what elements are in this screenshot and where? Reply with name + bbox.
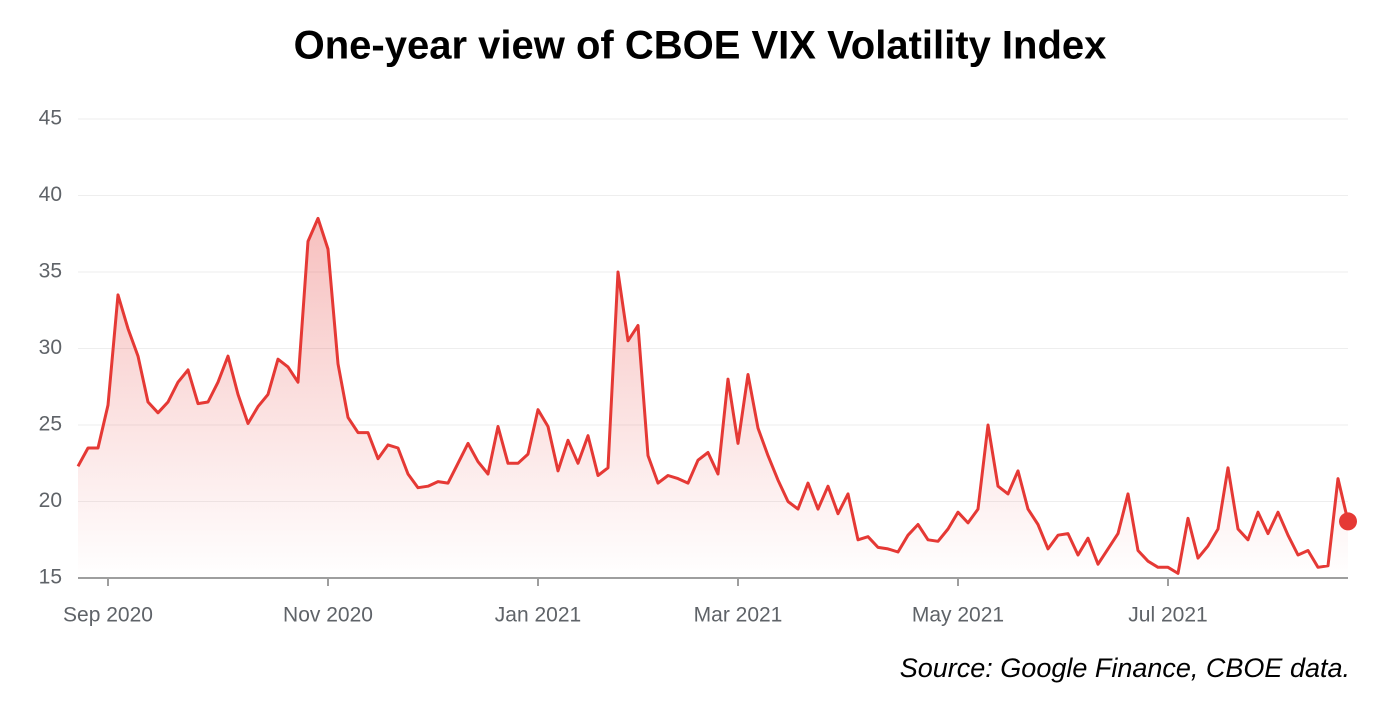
x-tick-label: Nov 2020	[283, 604, 373, 627]
y-tick-label: 15	[39, 566, 62, 589]
x-tick-label: May 2021	[912, 604, 1004, 627]
y-tick-label: 25	[39, 413, 62, 436]
chart-title: One-year view of CBOE VIX Volatility Ind…	[294, 24, 1107, 68]
x-tick-label: Jan 2021	[495, 604, 581, 627]
y-tick-label: 20	[39, 489, 62, 512]
last-point	[1339, 512, 1357, 531]
y-tick-label: 40	[39, 183, 62, 206]
y-tick-label: 45	[39, 107, 62, 130]
x-tick-label: Jul 2021	[1128, 604, 1207, 627]
y-tick-label: 30	[39, 336, 62, 359]
line	[76, 216, 1350, 575]
x-tick-label: Sep 2020	[63, 604, 153, 627]
area	[78, 218, 1348, 578]
source-note: Source: Google Finance, CBOE data.	[900, 653, 1350, 683]
y-tick-label: 35	[39, 260, 62, 283]
x-tick-label: Mar 2021	[694, 604, 783, 627]
